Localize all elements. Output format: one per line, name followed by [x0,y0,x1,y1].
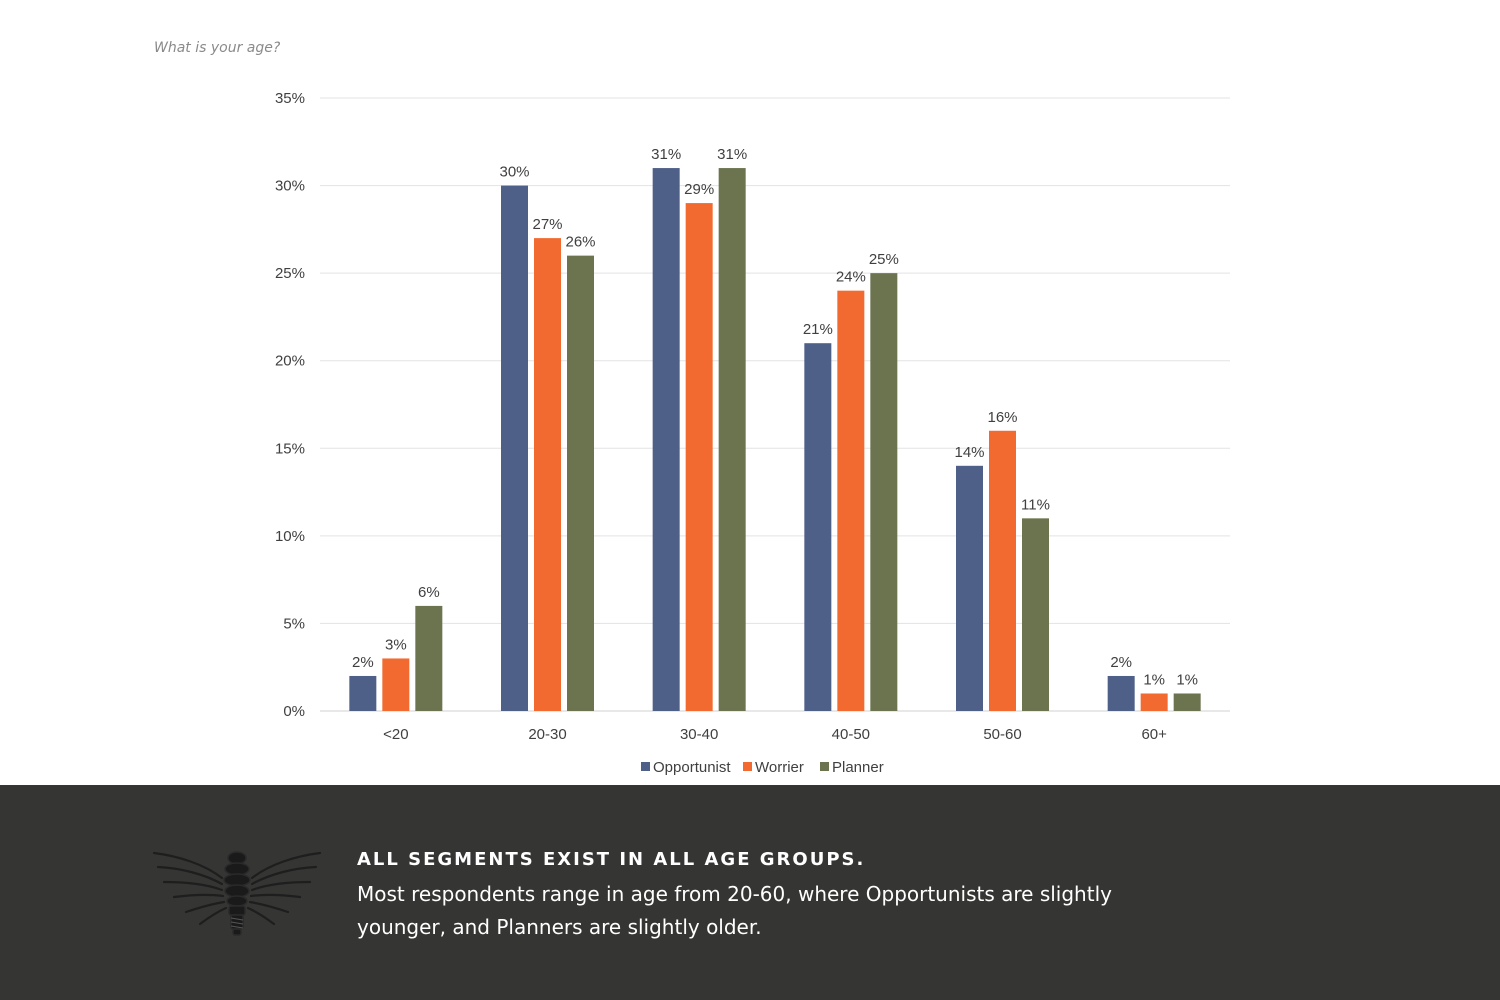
bar-planner [1022,518,1049,711]
bar-planner [415,605,443,711]
x-tick-label: 60+ [1141,726,1167,743]
y-tick-label: 15% [275,440,305,457]
bar-opportunist [349,675,377,711]
bar-worrier [685,203,713,712]
x-tick-label: 50-60 [983,726,1021,743]
bar-planner [718,168,746,712]
y-tick-label: 10% [275,528,305,545]
data-label: 2% [352,654,374,671]
bar-worrier [837,290,865,711]
x-tick-label: 20-30 [528,726,566,743]
data-label: 6% [418,584,440,601]
legend-label: Worrier [755,759,804,776]
bars [349,168,1201,712]
footer-heading: ALL SEGMENTS EXIST IN ALL AGE GROUPS. [357,849,866,870]
data-label: 31% [651,146,681,163]
footer-text: ALL SEGMENTS EXIST IN ALL AGE GROUPS. Mo… [357,849,1157,944]
data-label: 31% [717,146,747,163]
legend-label: Planner [832,759,884,776]
bar-worrier [1140,693,1168,711]
x-axis-ticks: <20 20-30 30-40 40-50 50-60 60+ [383,726,1167,743]
data-label: 30% [499,164,529,181]
bar-worrier [534,238,561,711]
x-tick-label: 30-40 [680,726,718,743]
data-label: 29% [684,181,714,198]
x-tick-label: <20 [383,726,408,743]
data-label: 27% [532,216,562,233]
bar-opportunist [501,185,528,712]
data-labels: 2% 3% 6% 30% 27%26% 31% 29% 31% 21% 24%25% 14% 16% 1… [352,146,1198,688]
data-label: 14% [954,444,984,461]
y-axis-ticks: 0% 5% 10% 15% 20% 25% 30% 35% [275,90,305,720]
bar-planner [1173,693,1201,711]
bar-opportunist [1107,675,1135,711]
x-tick-label: 40-50 [832,726,870,743]
data-label: 2% [1110,654,1132,671]
bar-opportunist [652,168,680,712]
data-label: 1% [1143,671,1165,688]
legend: Opportunist Worrier Planner [641,759,884,776]
y-tick-label: 30% [275,178,305,195]
bar-opportunist [956,465,983,711]
data-label: 24% [836,269,866,286]
data-label: 16% [987,409,1017,426]
legend-swatch [820,762,829,771]
footer-banner [0,785,1500,1000]
bar-opportunist [804,343,832,711]
bar-planner [870,273,898,711]
bar-worrier [382,658,410,711]
y-tick-label: 35% [275,90,305,107]
age-bar-chart: 0% 5% 10% 15% 20% 25% 30% 35% 2% 3% 6% 30% 27%26% 31… [275,90,1230,776]
gridlines [320,97,1230,712]
data-label: 21% [803,321,833,338]
chart-question: What is your age? [154,40,281,56]
data-label: 3% [385,636,407,653]
y-tick-label: 5% [283,615,305,632]
footer-body: Most respondents range in age from 20-60… [357,882,1112,939]
data-label: 26% [565,234,595,251]
y-tick-label: 25% [275,265,305,282]
data-label: 11% [1021,496,1050,513]
data-label: 1% [1176,671,1198,688]
legend-swatch [641,762,650,771]
bar-planner [567,255,594,711]
winged-lightbulb-icon [152,851,322,936]
legend-label: Opportunist [653,759,731,776]
bar-worrier [989,430,1016,711]
y-tick-label: 0% [283,703,305,720]
data-label: 25% [869,251,899,268]
y-tick-label: 20% [275,353,305,370]
legend-swatch [743,762,752,771]
